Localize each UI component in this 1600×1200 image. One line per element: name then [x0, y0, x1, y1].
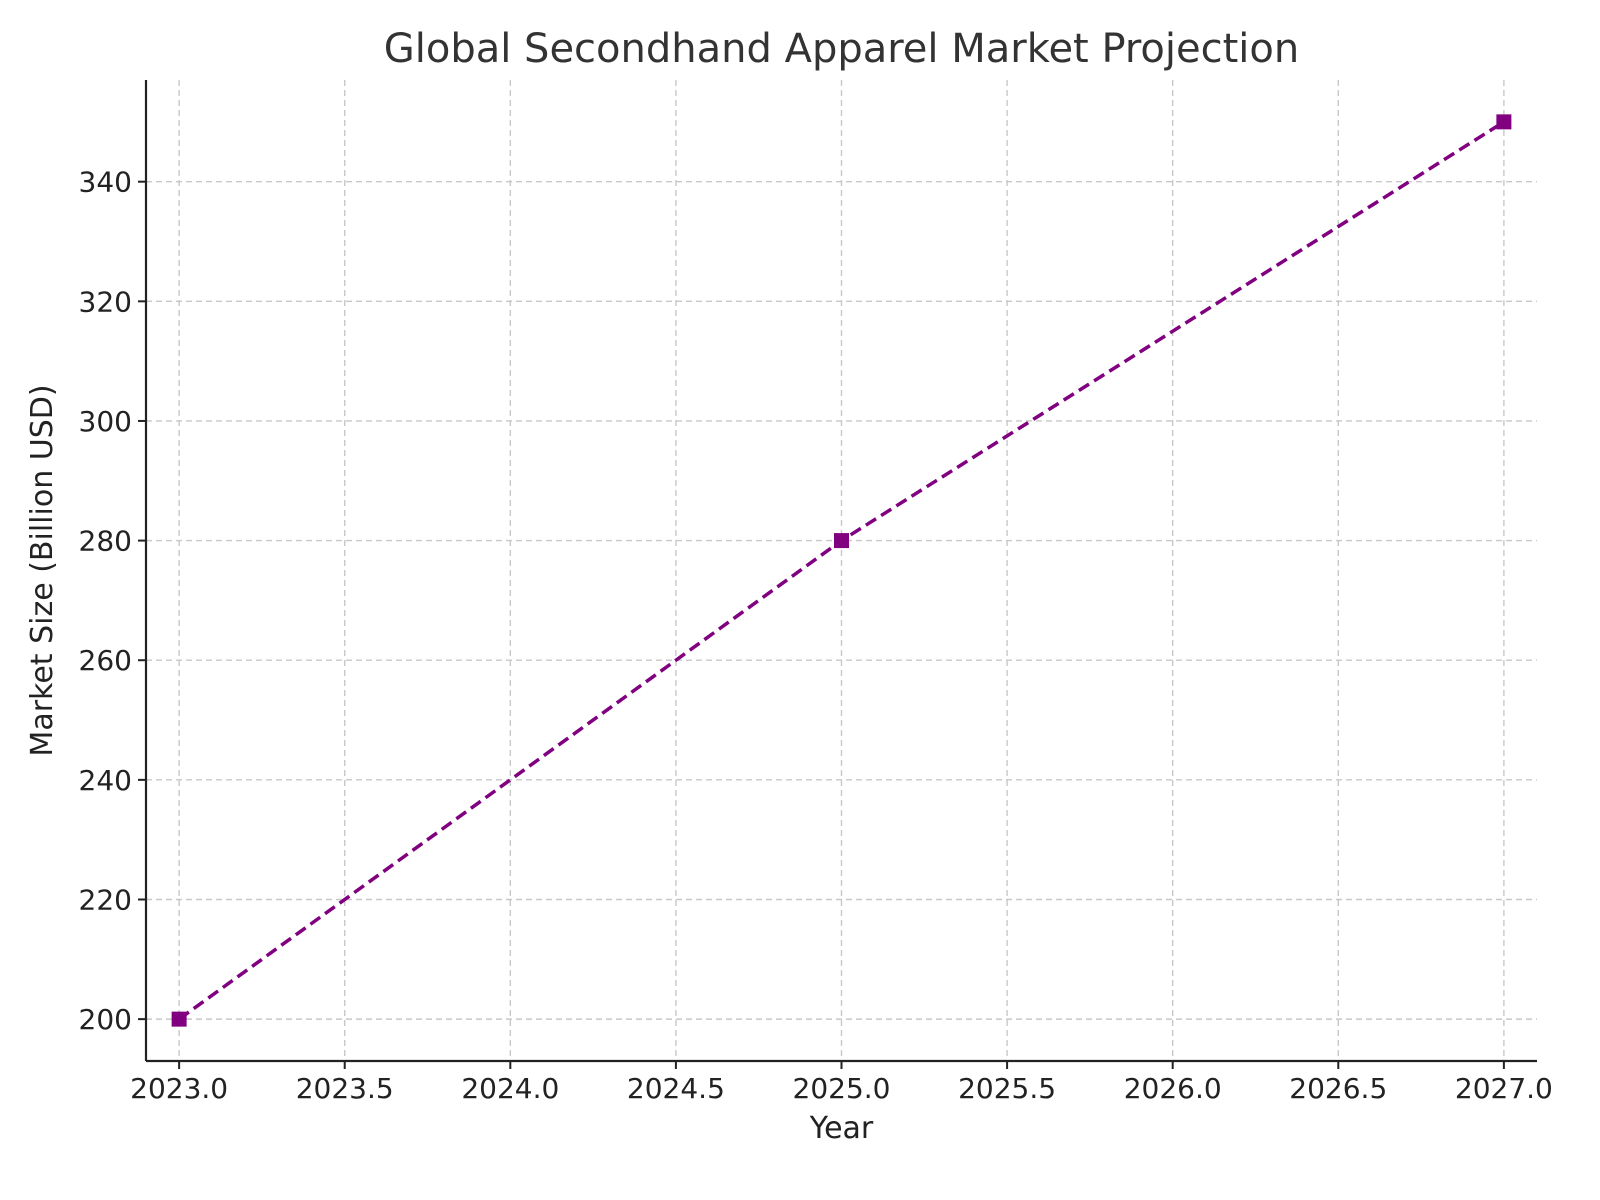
- chart-title: Global Secondhand Apparel Market Project…: [384, 26, 1300, 72]
- x-tick-label: 2024.5: [627, 1072, 725, 1105]
- x-tick-label: 2026.0: [1124, 1072, 1222, 1105]
- y-tick-label: 260: [79, 644, 132, 677]
- data-point-marker: [834, 533, 849, 549]
- data-point-marker: [1496, 114, 1512, 130]
- x-tick-label: 2023.0: [130, 1072, 228, 1105]
- y-tick-label: 240: [79, 764, 132, 797]
- x-tick-label: 2023.5: [296, 1072, 394, 1105]
- y-tick-label: 340: [79, 166, 132, 199]
- y-tick-label: 200: [79, 1003, 132, 1036]
- x-axis-ticks: 2023.0 2023.5 2024.0 2024.5 2025.0 2025.5 2026…: [130, 1061, 1553, 1105]
- x-tick-label: 2026.5: [1289, 1072, 1387, 1105]
- x-axis-label: Year: [809, 1111, 874, 1146]
- x-tick-label: 2025.5: [958, 1072, 1056, 1105]
- x-tick-label: 2027.0: [1455, 1072, 1553, 1105]
- y-axis-label: Market Size (Billion USD): [25, 384, 60, 756]
- y-tick-label: 300: [79, 405, 132, 438]
- data-point-marker: [171, 1011, 187, 1027]
- series: [171, 114, 1512, 1027]
- x-tick-label: 2024.0: [461, 1072, 559, 1105]
- y-tick-label: 280: [79, 525, 132, 558]
- y-axis-ticks: 200 220 240 260 280 300 320 340: [79, 166, 146, 1036]
- grid: [146, 80, 1537, 1061]
- x-tick-label: 2025.0: [793, 1072, 891, 1105]
- y-tick-label: 320: [79, 285, 132, 318]
- y-tick-label: 220: [79, 883, 132, 916]
